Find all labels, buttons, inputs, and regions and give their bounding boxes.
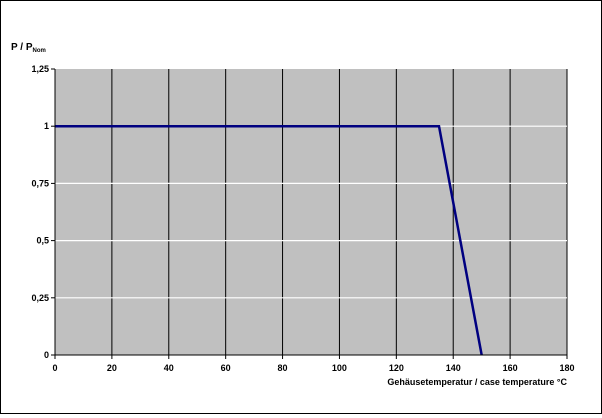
x-tick-label: 40 xyxy=(164,363,174,373)
x-tick-label: 160 xyxy=(503,363,518,373)
y-axis-title: P / PNom xyxy=(11,42,46,54)
y-tick-label: 0,25 xyxy=(31,293,49,303)
x-tick-label: 0 xyxy=(52,363,57,373)
y-axis-title-subscript: Nom xyxy=(33,48,46,54)
y-tick-label: 1 xyxy=(44,121,49,131)
y-tick-label: 0 xyxy=(44,350,49,360)
tick-labels: 0 0,25 0,5 0,75 1 1,25 0 20 40 60 80 100 120 140 160 18… xyxy=(31,64,574,373)
y-tick-label: 0,5 xyxy=(36,236,49,246)
y-tick-label: 1,25 xyxy=(31,64,49,74)
plot-area xyxy=(55,69,567,355)
series-layer xyxy=(55,124,483,356)
x-axis-title: Gehäusetemperatur / case temperature °C xyxy=(387,377,567,387)
x-tick-label: 120 xyxy=(389,363,404,373)
x-tick-label: 100 xyxy=(332,363,347,373)
y-tick-label: 0,75 xyxy=(31,178,49,188)
x-tick-label: 180 xyxy=(559,363,574,373)
y-axis-title-main: P / P xyxy=(11,42,33,53)
x-tick-label: 60 xyxy=(221,363,231,373)
x-tick-label: 140 xyxy=(446,363,461,373)
x-tick-label: 20 xyxy=(107,363,117,373)
x-tick-label: 80 xyxy=(278,363,288,373)
series-line xyxy=(55,124,483,356)
axes xyxy=(51,68,568,359)
